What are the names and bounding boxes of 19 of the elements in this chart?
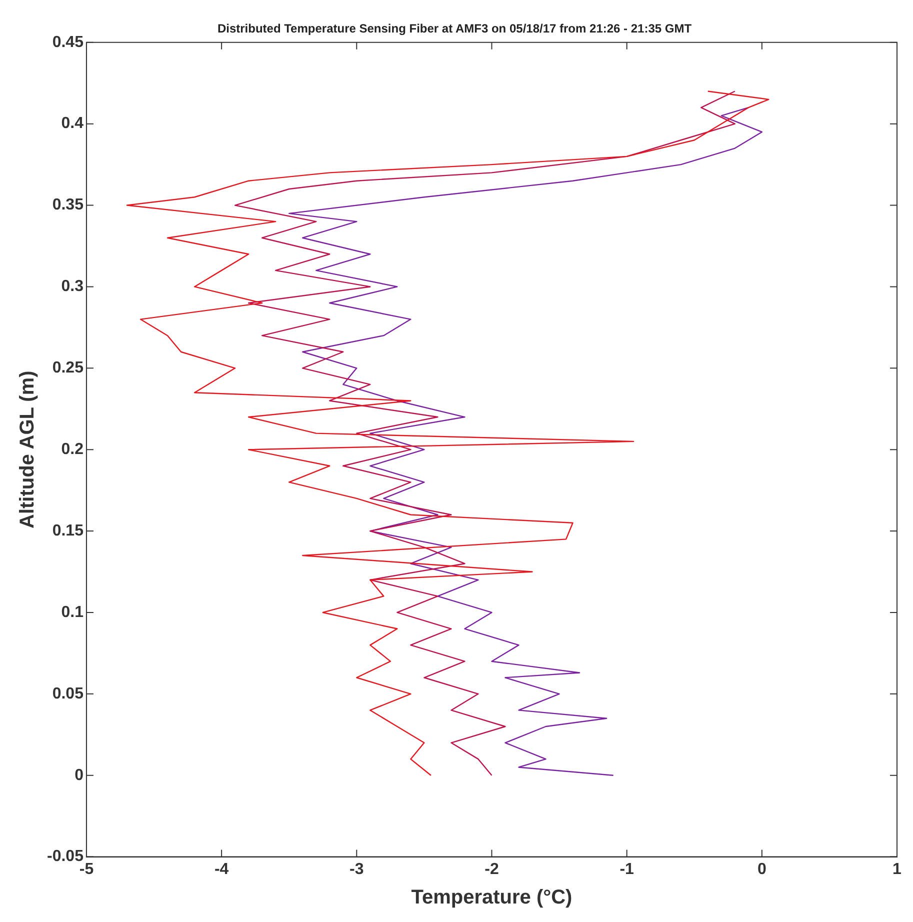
x-tick-label: -3 xyxy=(350,860,364,878)
y-tick-label: 0 xyxy=(74,766,84,784)
x-tick-label: 1 xyxy=(892,860,902,878)
y-axis-title: Altitude AGL (m) xyxy=(16,370,39,528)
y-tick-label: 0.25 xyxy=(52,360,84,377)
x-tick-label: 0 xyxy=(757,860,766,878)
x-tick-label: -4 xyxy=(214,860,229,878)
y-tick-label: 0.2 xyxy=(61,441,84,458)
y-tick-label: 0.4 xyxy=(61,115,84,132)
y-tick-label: 0.05 xyxy=(52,685,84,702)
y-tick-label: 0.45 xyxy=(52,34,84,51)
x-tick-label: -2 xyxy=(484,860,499,878)
x-tick-label: -1 xyxy=(620,860,634,878)
x-axis-title: Temperature (°C) xyxy=(411,886,572,909)
y-tick-label: 0.3 xyxy=(61,278,84,296)
y-tick-label: 0.15 xyxy=(52,522,84,540)
y-tick-label: 0.1 xyxy=(61,604,84,621)
y-tick-label: 0.35 xyxy=(52,196,84,214)
chart-title: Distributed Temperature Sensing Fiber at AMF3 on 05/18/17 from 21:26 - 21:35 GMT xyxy=(217,22,692,36)
